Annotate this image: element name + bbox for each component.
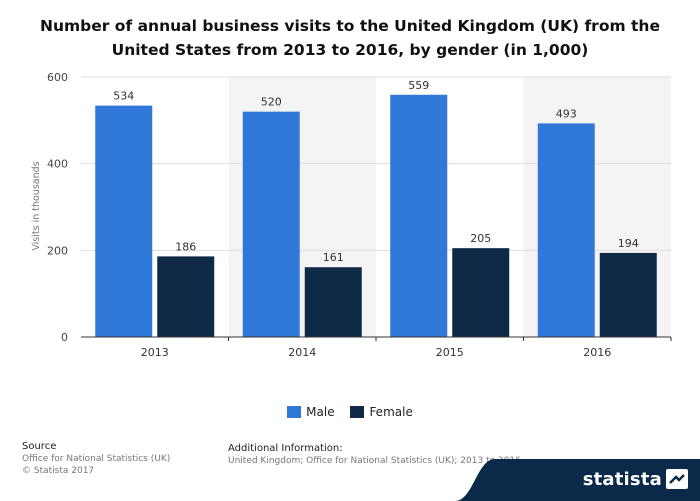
data-label-female-2013: 186 (175, 240, 196, 253)
x-tick-label-2015: 2015 (436, 346, 464, 359)
source-heading: Source (22, 441, 57, 452)
y-tick-label-200: 200 (47, 244, 68, 257)
data-label-female-2014: 161 (323, 251, 344, 264)
data-label-female-2015: 205 (470, 232, 491, 245)
additional-info-block: Additional Information: United Kingdom; … (228, 443, 521, 467)
chart-title: Number of annual business visits to the … (0, 14, 700, 62)
y-axis-label: Visits in thousands (31, 161, 42, 250)
legend-swatch-male (287, 405, 302, 418)
legend-label-female: Female (369, 404, 413, 419)
data-label-male-2014: 520 (261, 96, 282, 109)
bars (95, 94, 657, 338)
bar-male-2015[interactable] (390, 94, 448, 338)
data-label-male-2013: 534 (113, 90, 134, 103)
chart-title-line-2: United States from 2013 to 2016, by gend… (111, 41, 589, 59)
x-tick-label-2016: 2016 (583, 346, 611, 359)
bar-male-2014[interactable] (242, 111, 300, 338)
legend-swatch-female (350, 405, 365, 418)
logo-text: statista (582, 468, 662, 490)
additional-info-heading: Additional Information: (228, 443, 343, 454)
statista-logo-icon (666, 469, 688, 489)
bar-chart: 0 200 400 600 534 186 520 161 559 205 493 194 2013… (31, 71, 672, 359)
y-axis: 0 200 400 600 (47, 71, 68, 344)
bar-female-2015[interactable] (452, 248, 510, 337)
bar-male-2016[interactable] (537, 123, 595, 337)
bar-female-2016[interactable] (599, 252, 657, 337)
data-labels: 534 186 520 161 559 205 493 194 (113, 79, 639, 264)
data-label-female-2016: 194 (618, 237, 639, 250)
x-tick-label-2013: 2013 (141, 346, 169, 359)
bar-female-2014[interactable] (304, 267, 362, 337)
additional-info-text: United Kingdom; Office for National Stat… (228, 456, 521, 466)
legend-item-male[interactable]: Male (287, 404, 335, 419)
legend-label-male: Male (306, 404, 335, 419)
bar-female-2013[interactable] (157, 256, 215, 337)
logo-banner (455, 459, 700, 501)
x-axis: 2013 2014 2015 2016 (81, 336, 672, 359)
data-label-male-2015: 559 (408, 79, 429, 92)
chart-title-line-1: Number of annual business visits to the … (40, 17, 660, 35)
copyright-text: © Statista 2017 (22, 466, 95, 476)
bar-male-2013[interactable] (95, 105, 153, 337)
y-tick-label-0: 0 (61, 331, 68, 344)
legend: Male Female (0, 404, 700, 419)
statista-logo[interactable]: statista (583, 465, 688, 493)
source-block: Source Office for National Statistics (U… (22, 441, 170, 477)
y-tick-label-400: 400 (47, 158, 68, 171)
data-label-male-2016: 493 (556, 107, 577, 120)
source-text: Office for National Statistics (UK) (22, 454, 171, 464)
legend-item-female[interactable]: Female (350, 404, 413, 419)
y-tick-label-600: 600 (47, 71, 68, 84)
x-tick-label-2014: 2014 (288, 346, 316, 359)
